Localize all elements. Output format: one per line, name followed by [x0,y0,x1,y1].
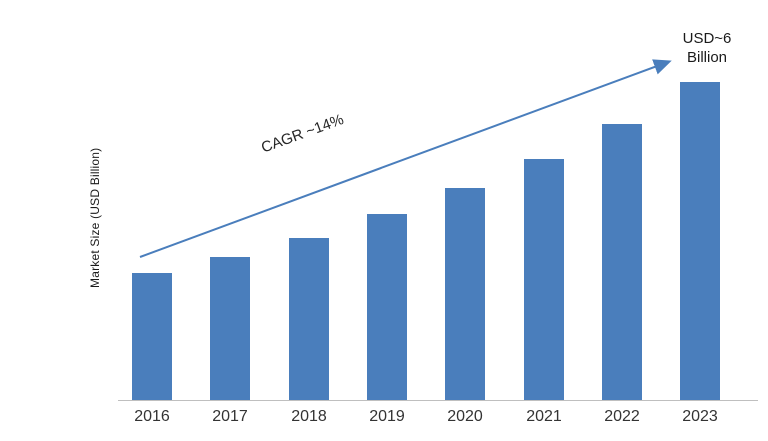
bar-2023 [680,82,720,400]
y-axis-title: Market Size (USD Billion) [88,147,102,288]
bar-2020 [445,188,485,400]
x-tick-label-2023: 2023 [682,408,718,425]
x-tick-label-2016: 2016 [134,408,170,425]
x-tick-label-2017: 2017 [212,408,248,425]
x-tick-label-2020: 2020 [447,408,483,425]
x-tick-label-2021: 2021 [526,408,562,425]
cagr-annotation: CAGR ~14% [259,110,346,157]
bar-2021 [524,159,564,400]
bar-2017 [210,257,250,400]
x-tick-label-2018: 2018 [291,408,327,425]
end-value-line1: USD~6 [682,30,732,47]
bar-2022 [602,124,642,400]
bar-2016 [132,273,172,400]
bar-2019 [367,214,407,400]
x-axis-line [118,400,758,401]
x-tick-label-2022: 2022 [604,408,640,425]
end-value-annotation: USD~6 Billion [668,30,746,68]
bar-2018 [289,238,329,400]
end-value-line2: Billion [686,48,728,66]
x-tick-label-2019: 2019 [369,408,405,425]
